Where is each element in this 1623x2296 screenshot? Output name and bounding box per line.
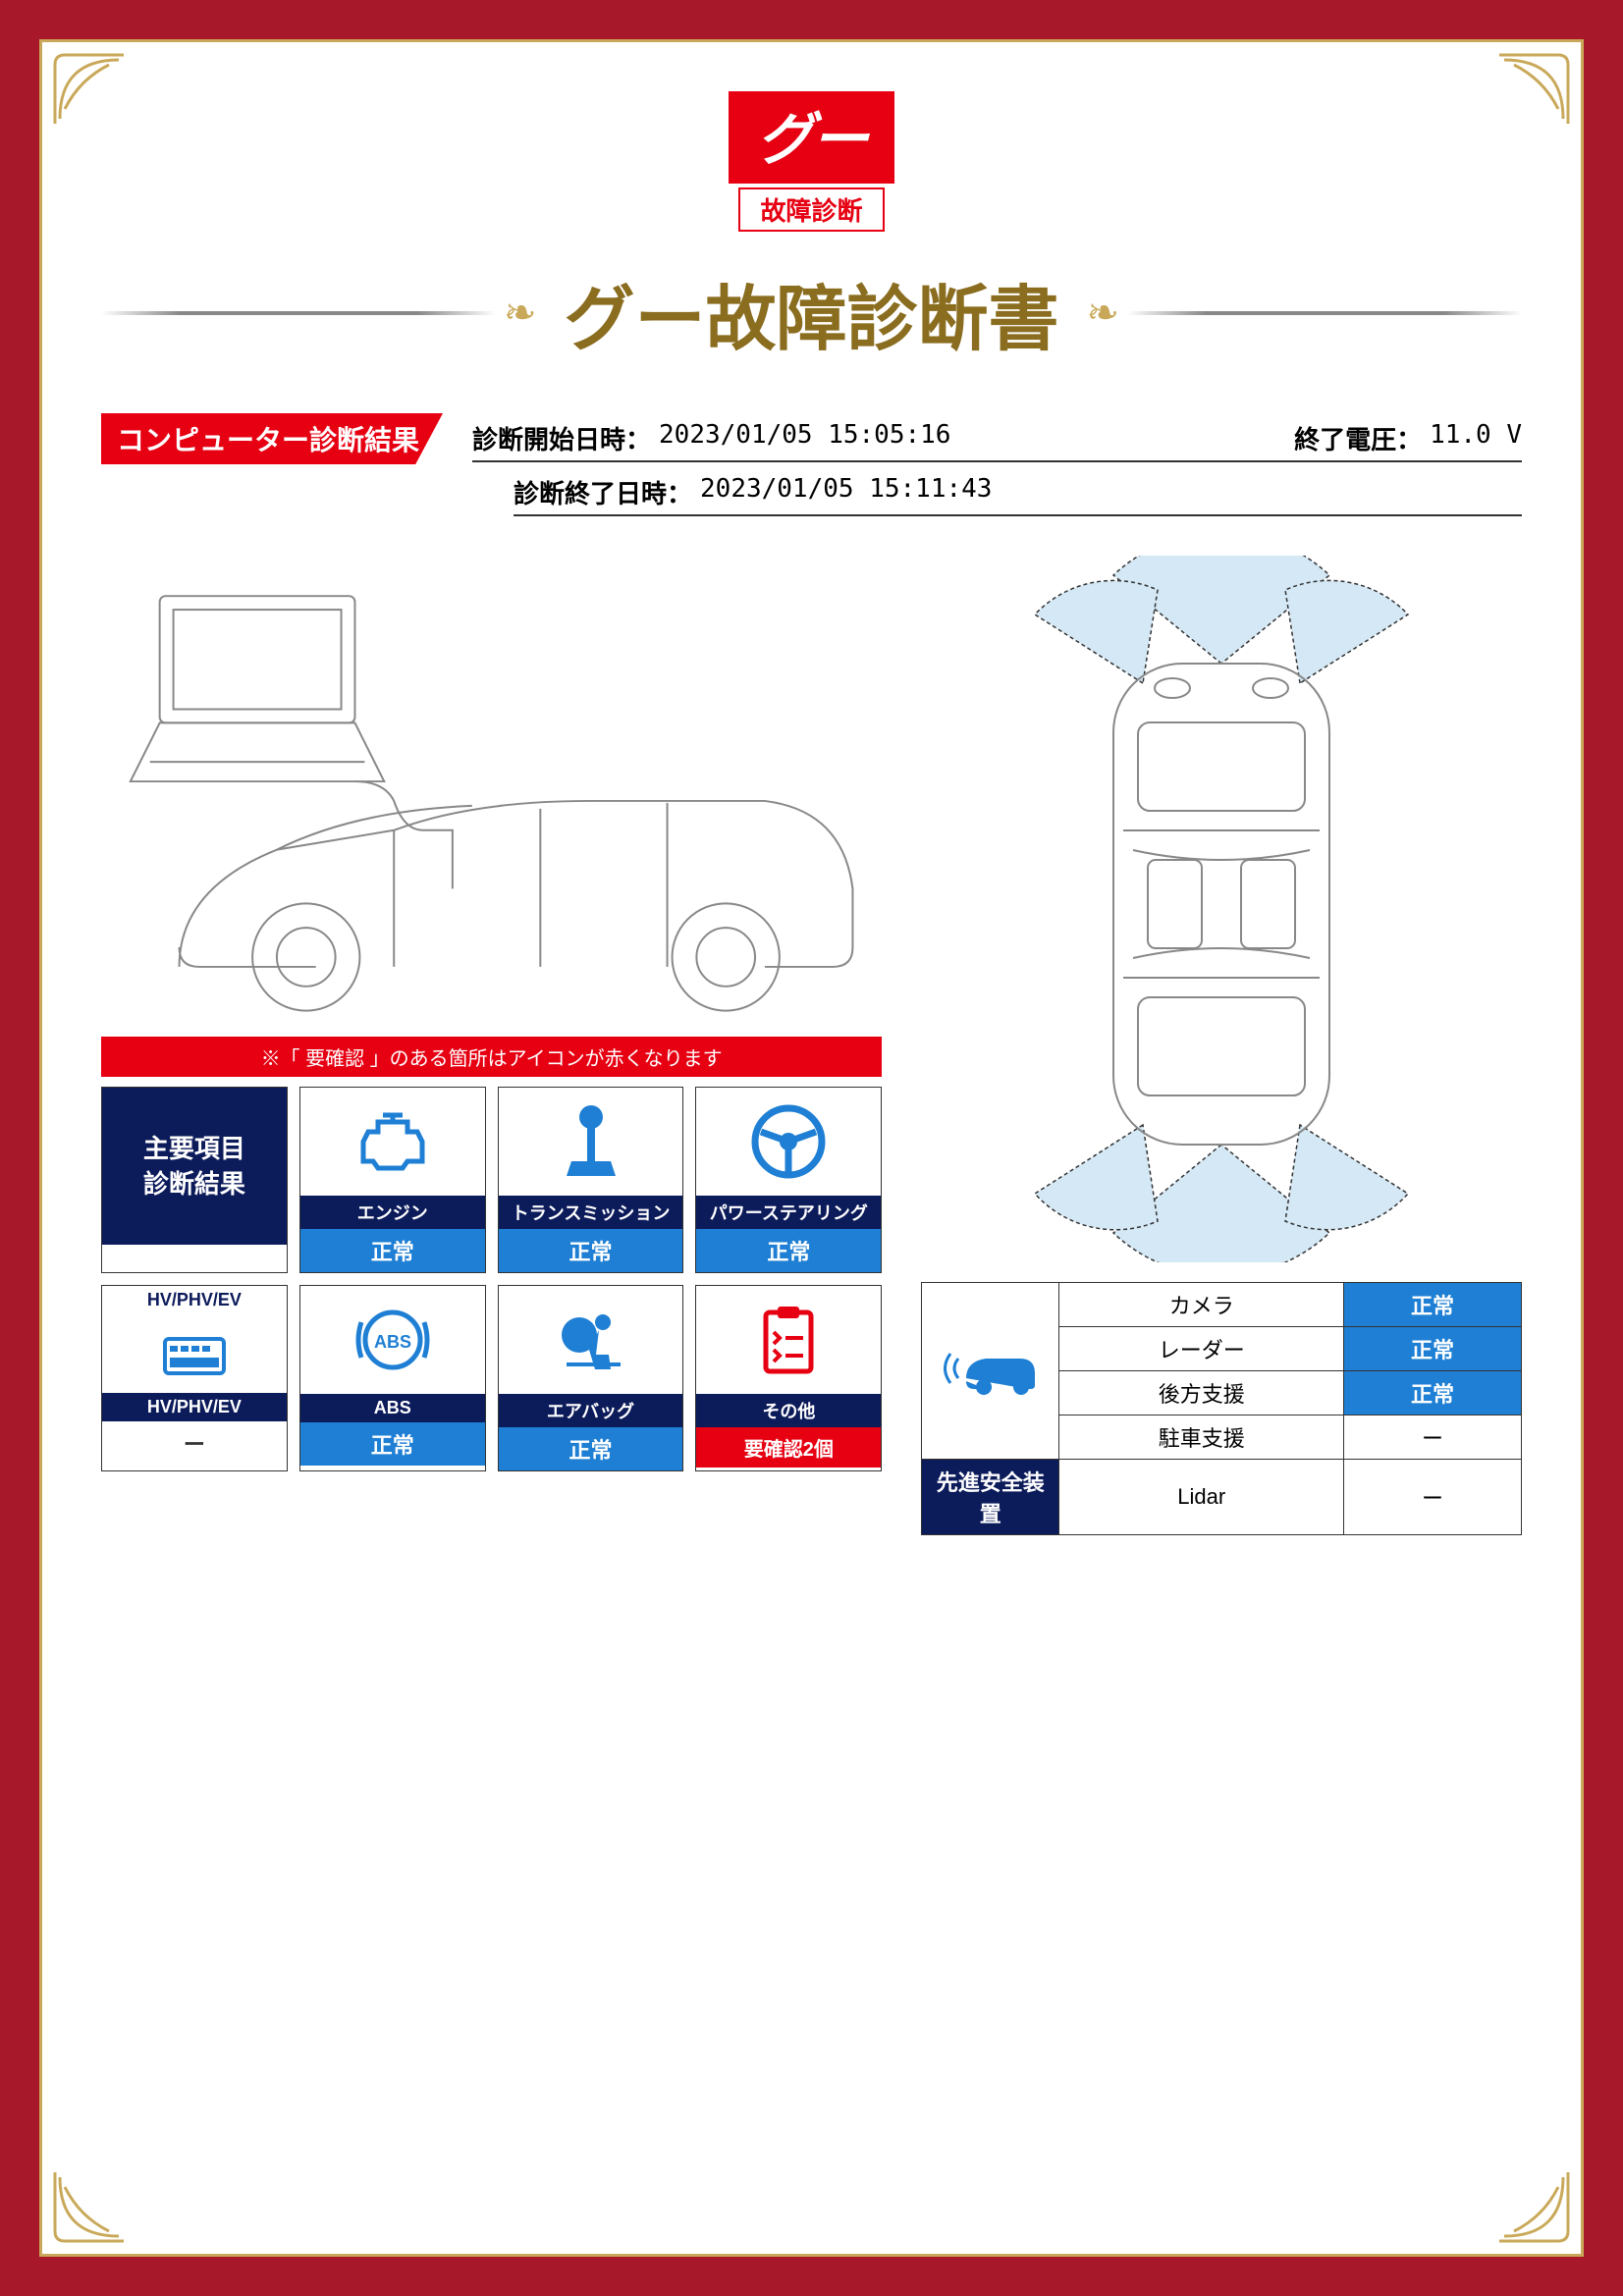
hv-top-label: HV/PHV/EV xyxy=(102,1286,287,1314)
clipboard-icon xyxy=(754,1301,823,1379)
safety-row-label: カメラ xyxy=(1059,1283,1344,1327)
tile-status: 正常 xyxy=(499,1427,683,1470)
tile-status: 正常 xyxy=(300,1422,485,1466)
start-value: 2023/01/05 15:05:16 xyxy=(659,420,950,456)
tile-label: ABS xyxy=(300,1394,485,1422)
car-laptop-diagram xyxy=(101,556,882,1027)
tile-status: 正常 xyxy=(696,1229,881,1272)
tile-steering: パワーステアリング 正常 xyxy=(695,1087,882,1273)
start-label: 診断開始日時： xyxy=(472,420,651,456)
tile-status: 要確認2個 xyxy=(696,1427,881,1468)
tile-hv: HV/PHV/EV HV/PHV/EV ー xyxy=(101,1285,288,1471)
logo-subtitle: 故障診断 xyxy=(738,187,884,232)
tile-airbag: エアバッグ 正常 xyxy=(498,1285,684,1471)
voltage-value: 11.0 V xyxy=(1430,420,1522,456)
document-border: グー 故障診断 ❧ グー故障診断書 ❧ コンピューター診断結果 診断開始日時： … xyxy=(0,0,1623,2296)
steering-icon xyxy=(749,1102,828,1181)
safety-row-label: 後方支援 xyxy=(1059,1371,1344,1415)
left-column: ※「 要確認 」のある箇所はアイコンが赤くなります 主要項目 診断結果 エンジン… xyxy=(101,556,882,1535)
tile-status: ー xyxy=(102,1421,287,1465)
safety-title: 先進安全装置 xyxy=(922,1460,1059,1535)
tile-transmission: トランスミッション 正常 xyxy=(498,1087,684,1273)
tile-other: その他 要確認2個 xyxy=(695,1285,882,1471)
info-row-2: 診断終了日時： 2023/01/05 15:11:43 xyxy=(101,470,1522,516)
airbag-icon xyxy=(552,1301,630,1379)
safety-row-status: ー xyxy=(1344,1460,1522,1535)
flourish-icon: ❧ xyxy=(496,291,545,336)
main-tile-label: 主要項目 診断結果 xyxy=(102,1088,287,1245)
content-row: ※「 要確認 」のある箇所はアイコンが赤くなります 主要項目 診断結果 エンジン… xyxy=(101,556,1522,1535)
banner-note: ※「 要確認 」のある箇所はアイコンが赤くなります xyxy=(101,1037,882,1077)
tile-label: エンジン xyxy=(300,1196,485,1229)
safety-row-status: 正常 xyxy=(1344,1327,1522,1371)
safety-row-status: 正常 xyxy=(1344,1283,1522,1327)
battery-icon xyxy=(155,1324,234,1383)
corner-ornament-icon xyxy=(1494,50,1573,129)
abs-icon: ABS xyxy=(353,1301,432,1379)
safety-row-label: Lidar xyxy=(1059,1460,1344,1535)
tile-abs: ABS ABS 正常 xyxy=(299,1285,486,1471)
safety-row-label: 駐車支援 xyxy=(1059,1415,1344,1460)
safety-row-label: レーダー xyxy=(1059,1327,1344,1371)
tile-engine: エンジン 正常 xyxy=(299,1087,486,1273)
end-value: 2023/01/05 15:11:43 xyxy=(700,474,992,510)
title-row: ❧ グー故障診断書 ❧ xyxy=(101,261,1522,364)
tile-status: 正常 xyxy=(300,1229,485,1272)
right-column: カメラ 正常 レーダー 正常 後方支援 正常 駐車支援 ー xyxy=(921,556,1522,1535)
diagnostic-grid: 主要項目 診断結果 エンジン 正常 トランスミッション 正常 パワース xyxy=(101,1087,882,1471)
flourish-icon: ❧ xyxy=(1079,291,1128,336)
tile-label: トランスミッション xyxy=(499,1196,683,1229)
voltage-label: 終了電圧： xyxy=(1294,420,1422,456)
corner-ornament-icon xyxy=(1494,2167,1573,2246)
tile-label: エアバッグ xyxy=(499,1394,683,1427)
safety-table: カメラ 正常 レーダー 正常 後方支援 正常 駐車支援 ー xyxy=(921,1282,1522,1535)
section-header: コンピューター診断結果 xyxy=(101,413,443,464)
logo-brand: グー xyxy=(729,91,893,184)
tile-label: パワーステアリング xyxy=(696,1196,881,1229)
corner-ornament-icon xyxy=(50,2167,129,2246)
document-title: グー故障診断書 xyxy=(545,261,1079,364)
car-sensor-diagram xyxy=(976,556,1467,1262)
end-label: 診断終了日時： xyxy=(514,474,692,510)
tile-label: その他 xyxy=(696,1394,881,1427)
car-sensor-icon xyxy=(937,1334,1045,1403)
tile-status: 正常 xyxy=(499,1229,683,1272)
transmission-icon xyxy=(562,1102,621,1181)
safety-icon-cell xyxy=(922,1283,1059,1460)
info-row-1: コンピューター診断結果 診断開始日時： 2023/01/05 15:05:16 … xyxy=(101,413,1522,464)
corner-ornament-icon xyxy=(50,50,129,129)
tile-label: HV/PHV/EV xyxy=(102,1393,287,1421)
safety-row-status: 正常 xyxy=(1344,1371,1522,1415)
engine-icon xyxy=(353,1107,432,1176)
logo-block: グー 故障診断 xyxy=(101,91,1522,232)
safety-row-status: ー xyxy=(1344,1415,1522,1460)
document-panel: グー 故障診断 ❧ グー故障診断書 ❧ コンピューター診断結果 診断開始日時： … xyxy=(39,39,1584,2257)
main-tile: 主要項目 診断結果 xyxy=(101,1087,288,1273)
svg-text:ABS: ABS xyxy=(374,1332,411,1352)
